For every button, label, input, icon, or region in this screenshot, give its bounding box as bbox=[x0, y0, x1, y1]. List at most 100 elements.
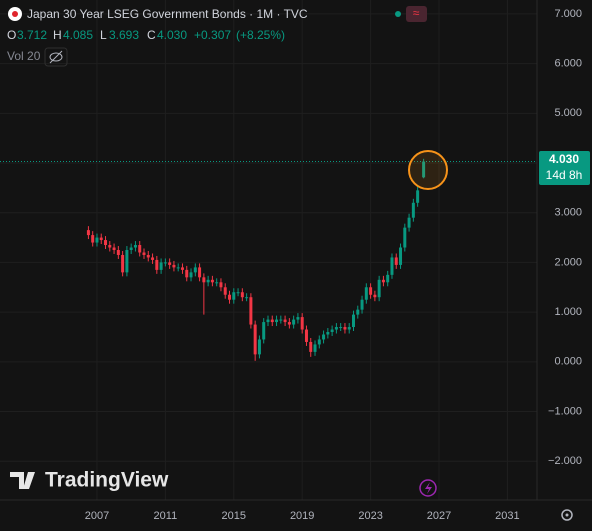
candle-body bbox=[322, 334, 326, 340]
candle-body bbox=[228, 294, 232, 300]
candle-body bbox=[189, 272, 193, 278]
brand-logo bbox=[10, 472, 35, 489]
y-tick-label: 2.000 bbox=[554, 256, 582, 268]
status-dot bbox=[395, 11, 401, 17]
candle-body bbox=[339, 327, 343, 329]
candle-body bbox=[360, 299, 364, 310]
candle-body bbox=[193, 267, 197, 273]
candle-body bbox=[133, 245, 137, 248]
candle-body bbox=[343, 327, 347, 330]
candle-body bbox=[381, 279, 385, 283]
candle-body bbox=[394, 257, 398, 265]
y-tick-label: 5.000 bbox=[554, 107, 582, 119]
candle-body bbox=[176, 267, 180, 269]
legend-high: 4.085 bbox=[63, 28, 93, 42]
candle-body bbox=[399, 247, 403, 265]
candle-body bbox=[210, 279, 214, 283]
candle-body bbox=[377, 279, 381, 298]
candle-body bbox=[373, 294, 377, 298]
candle-body bbox=[416, 190, 420, 203]
candle-body bbox=[108, 245, 112, 248]
candle-body bbox=[283, 319, 287, 323]
candle-body bbox=[232, 292, 236, 300]
candle-body bbox=[185, 269, 189, 278]
x-tick-label: 2011 bbox=[154, 510, 178, 522]
y-tick-label: 1.000 bbox=[554, 306, 582, 318]
candle-body bbox=[253, 324, 257, 355]
volume-label: Vol 20 bbox=[7, 49, 41, 63]
chart-title: Japan 30 Year LSEG Government Bonds · 1M… bbox=[27, 7, 308, 21]
y-tick-label: 3.000 bbox=[554, 207, 582, 219]
candle-body bbox=[151, 257, 155, 260]
candle-body bbox=[275, 319, 279, 323]
candle-body bbox=[422, 161, 426, 178]
candle-body bbox=[279, 319, 283, 321]
y-tick-label: 0.000 bbox=[554, 356, 582, 368]
candle-body bbox=[287, 322, 291, 325]
candle-body bbox=[198, 267, 202, 278]
candle-body bbox=[180, 267, 184, 270]
candle-body bbox=[104, 240, 108, 246]
flag-dot bbox=[12, 11, 18, 17]
candle-body bbox=[95, 237, 99, 243]
candle-body bbox=[206, 279, 210, 283]
candle-body bbox=[347, 327, 351, 330]
x-tick-label: 2015 bbox=[222, 510, 246, 522]
price-tag-value: 4.030 bbox=[549, 152, 579, 166]
legend-o: O bbox=[7, 28, 16, 42]
legend-l: L bbox=[100, 28, 107, 42]
legend-open: 3.712 bbox=[17, 28, 47, 42]
candle-body bbox=[116, 250, 120, 255]
candle-body bbox=[364, 287, 368, 300]
candle-body bbox=[142, 252, 146, 255]
highlight-circle bbox=[408, 150, 448, 190]
candle-body bbox=[334, 327, 338, 330]
candle-body bbox=[369, 287, 373, 295]
candle-body bbox=[236, 292, 240, 294]
y-tick-label: 7.000 bbox=[554, 8, 582, 20]
candle-body bbox=[99, 237, 103, 241]
candle-body bbox=[403, 227, 407, 248]
candle-body bbox=[351, 314, 355, 328]
candle-body bbox=[112, 247, 116, 250]
candle-body bbox=[172, 264, 176, 268]
candle-body bbox=[240, 292, 244, 298]
settings-icon[interactable] bbox=[561, 509, 573, 521]
candle-body bbox=[330, 329, 334, 333]
candle-body bbox=[129, 247, 133, 250]
legend-c: C bbox=[147, 28, 156, 42]
y-tick-label: −1.000 bbox=[548, 405, 582, 417]
legend-change-pct: (+8.25%) bbox=[236, 28, 285, 42]
candle-body bbox=[155, 259, 159, 270]
legend-close: 4.030 bbox=[157, 28, 187, 42]
status-badge[interactable] bbox=[406, 6, 427, 22]
candles bbox=[86, 158, 426, 361]
replay-icon[interactable] bbox=[419, 479, 437, 497]
x-tick-label: 2031 bbox=[495, 510, 519, 522]
candle-body bbox=[356, 309, 360, 315]
brand-name: TradingView bbox=[45, 469, 169, 492]
status-badge-icon: ≈ bbox=[413, 6, 420, 20]
hide-volume-button[interactable] bbox=[44, 47, 68, 67]
candle-body bbox=[257, 339, 261, 355]
candle-body bbox=[266, 319, 270, 323]
candle-body bbox=[86, 230, 90, 236]
axes: 7.0006.0005.0004.0003.0002.0001.0000.000… bbox=[85, 8, 582, 522]
legend-change: +0.307 bbox=[194, 28, 231, 42]
candle-body bbox=[159, 262, 163, 270]
x-tick-label: 2027 bbox=[427, 510, 451, 522]
ohlc-legend: O 3.712 H 4.085 L 3.693 C 4.030 +0.307 (… bbox=[7, 28, 285, 42]
candle-body bbox=[219, 282, 223, 288]
candle-body bbox=[304, 329, 308, 342]
candle-body bbox=[146, 254, 150, 258]
y-tick-label: −2.000 bbox=[548, 455, 582, 467]
x-tick-label: 2019 bbox=[290, 510, 314, 522]
candle-body bbox=[296, 317, 300, 320]
candle-body bbox=[407, 217, 411, 228]
x-tick-label: 2007 bbox=[85, 510, 109, 522]
candle-body bbox=[202, 277, 206, 283]
candle-body bbox=[125, 250, 129, 273]
